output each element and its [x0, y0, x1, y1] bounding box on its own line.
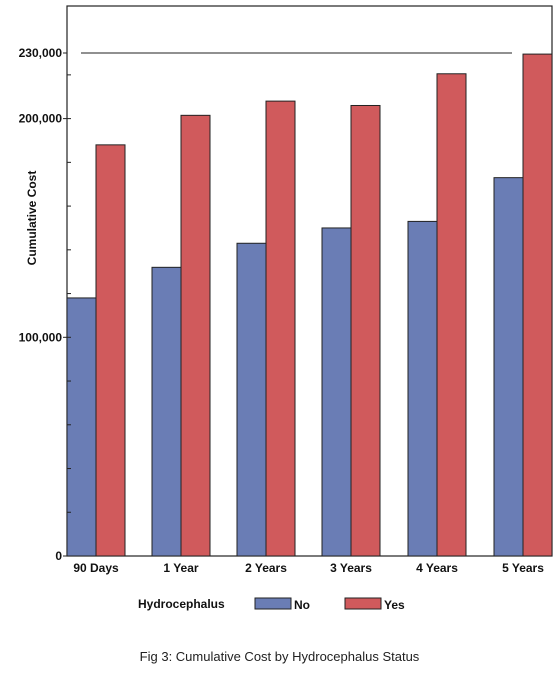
x-tick-labels: 90 Days 1 Year 2 Years 3 Years 4 Years 5 Year…: [73, 561, 544, 575]
plot-frame: [66, 5, 553, 557]
legend-label-yes: Yes: [384, 598, 405, 612]
x-tick-label: 2 Years: [245, 561, 287, 575]
legend-title: Hydrocephalus: [138, 597, 225, 611]
y-axis-title: Cumulative Cost: [25, 171, 39, 266]
y-tick-label: 200,000: [19, 112, 63, 126]
legend: Hydrocephalus No Yes: [138, 597, 405, 612]
figure-caption: Fig 3: Cumulative Cost by Hydrocephalus …: [139, 649, 420, 664]
bar-yes: [180, 114, 211, 557]
y-ticks: 0 100,000 200,000 230,000: [19, 46, 71, 563]
bar-no: [493, 177, 524, 557]
axes: [66, 5, 553, 557]
legend-swatch-yes: [344, 597, 382, 610]
x-tick-label: 3 Years: [330, 561, 372, 575]
x-tick-label: 5 Years: [502, 561, 544, 575]
bar-yes: [265, 100, 296, 557]
bar-no: [407, 220, 438, 557]
legend-label-no: No: [294, 598, 310, 612]
x-tick-label: 4 Years: [416, 561, 458, 575]
bar-yes: [522, 53, 553, 557]
bar-yes: [350, 104, 381, 557]
y-tick-label: 0: [55, 549, 62, 563]
x-tick-label: 90 Days: [73, 561, 119, 575]
bar-no: [66, 297, 97, 557]
legend-swatch-no: [254, 597, 292, 610]
bar-yes: [436, 73, 467, 557]
bars: [66, 53, 553, 557]
x-tick-label: 1 Year: [163, 561, 198, 575]
bar-no: [151, 266, 182, 557]
y-tick-label: 100,000: [19, 330, 63, 344]
bar-no: [236, 242, 267, 557]
bar-no: [321, 227, 352, 557]
bar-yes: [95, 144, 126, 557]
y-tick-label: 230,000: [19, 46, 63, 60]
